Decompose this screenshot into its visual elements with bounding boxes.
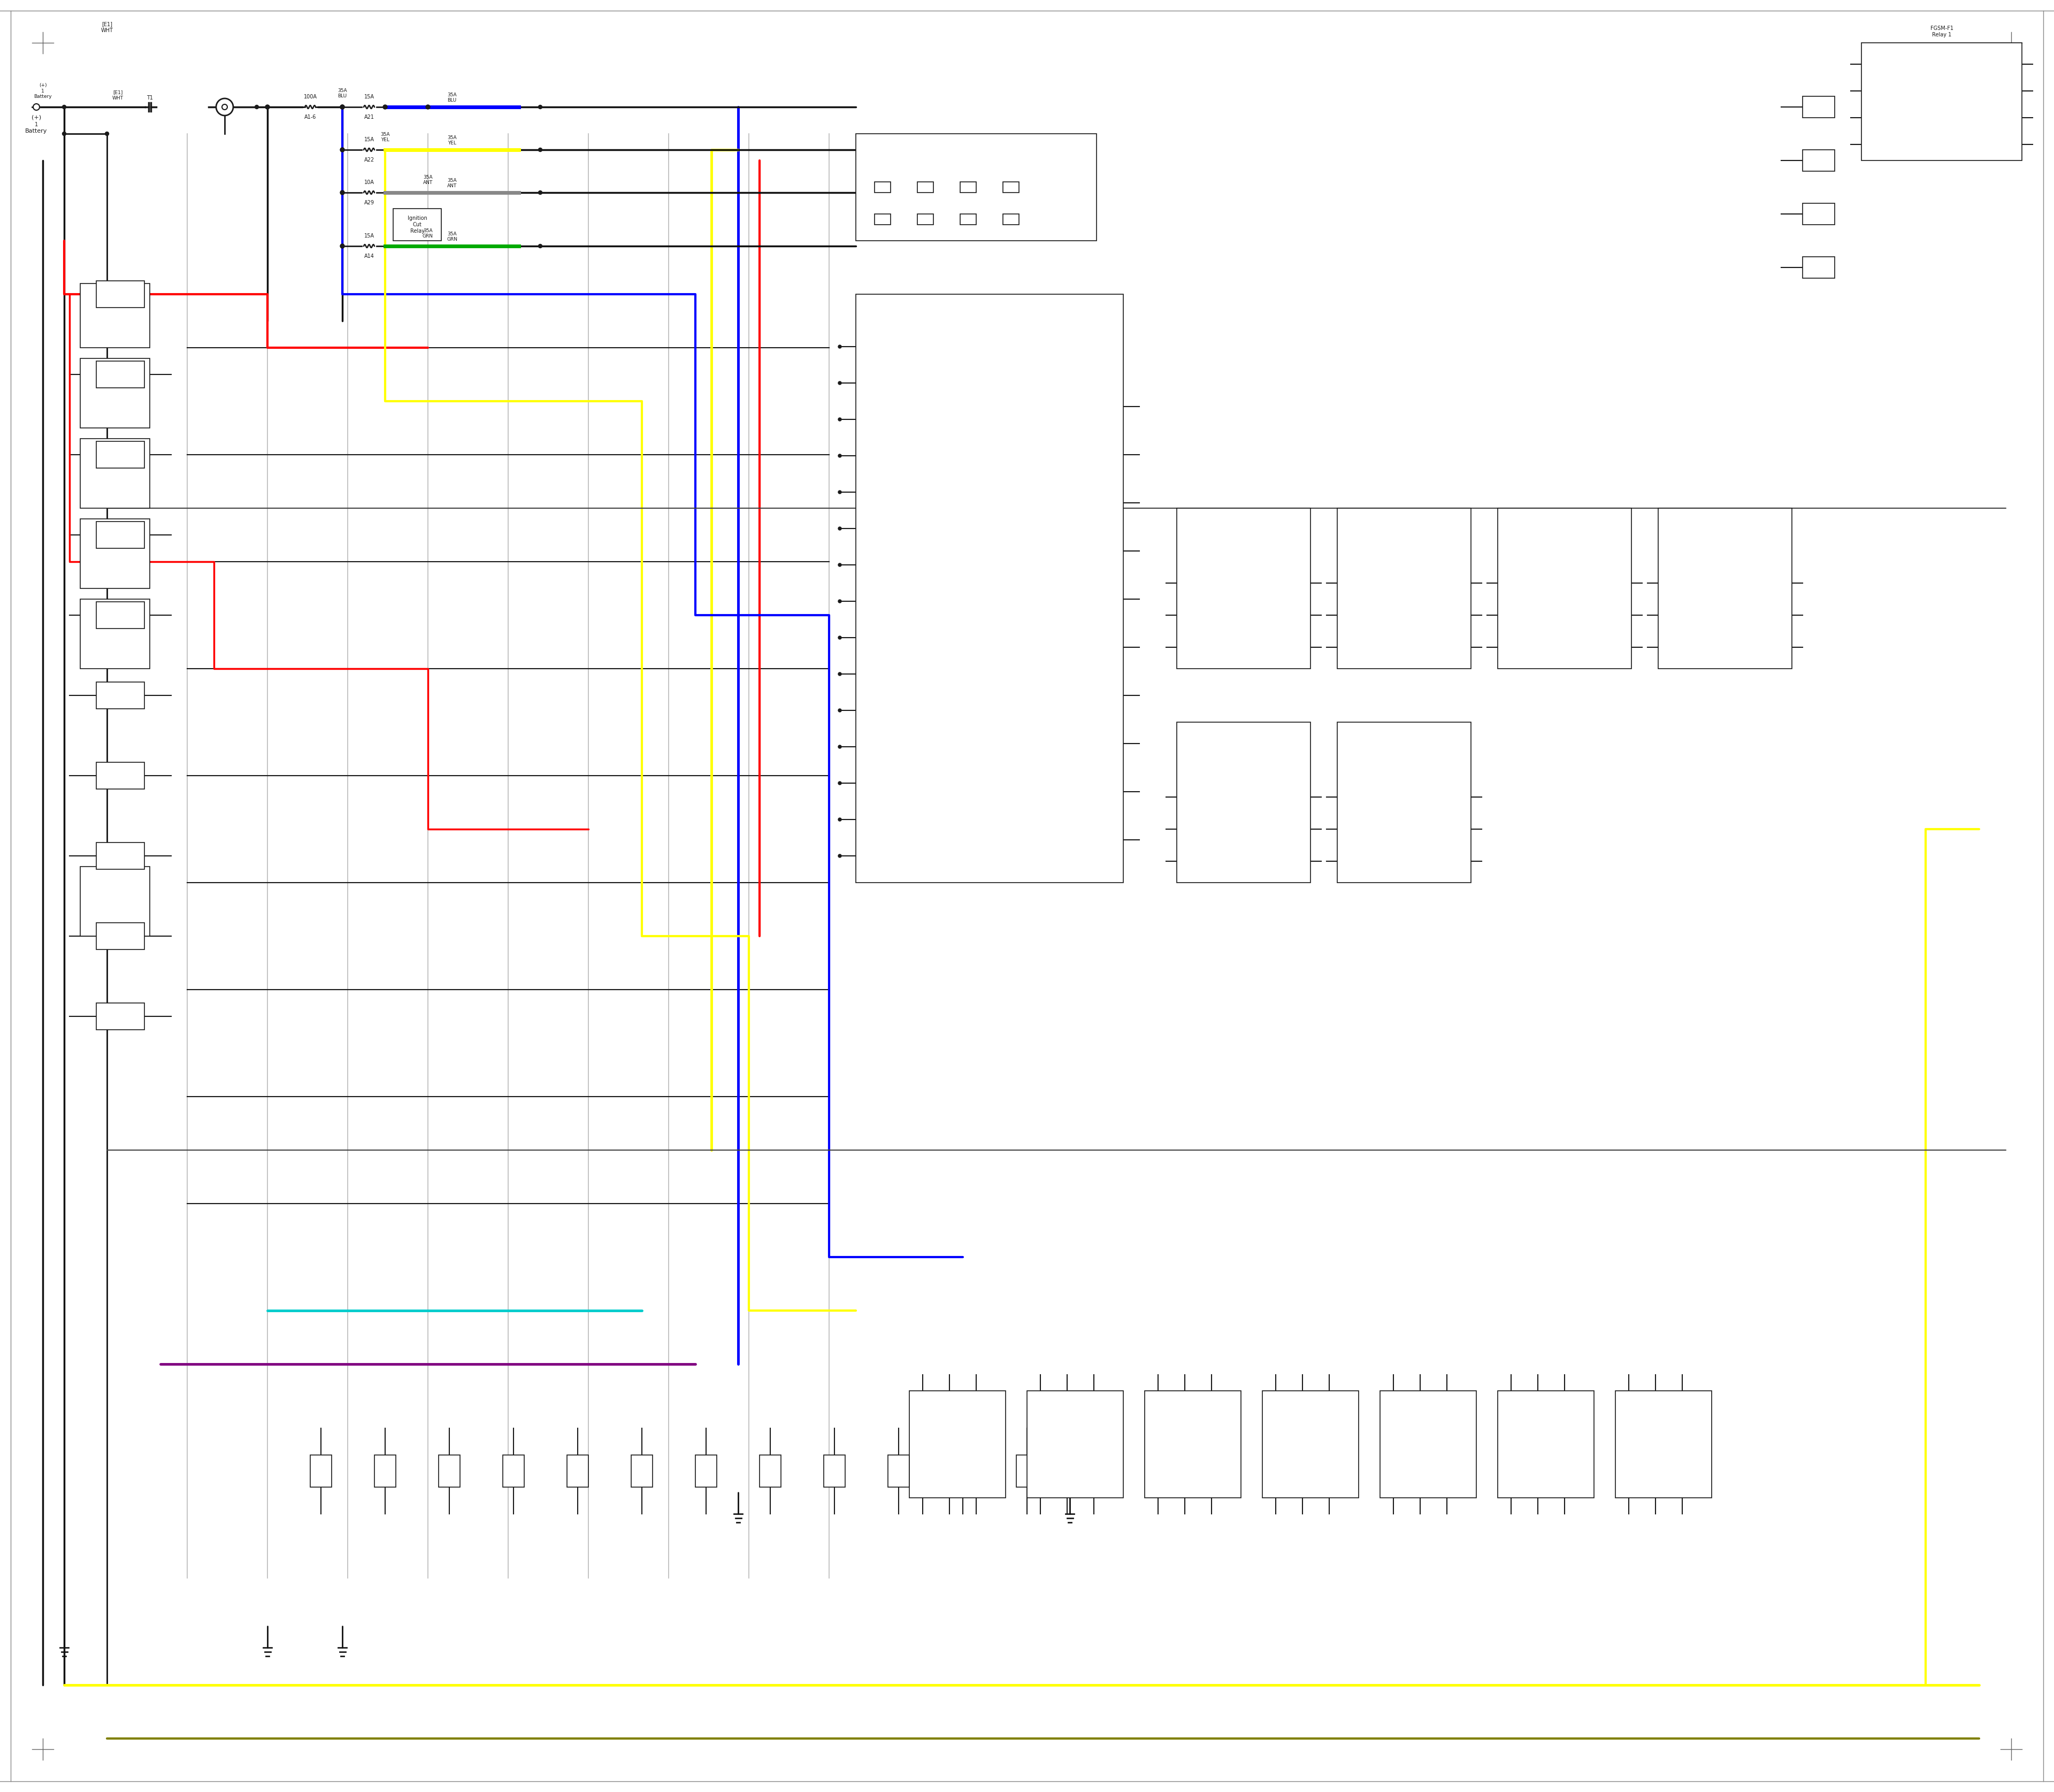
- Circle shape: [838, 745, 842, 749]
- Bar: [310, 1455, 331, 1487]
- Circle shape: [838, 781, 842, 785]
- Text: 35A
BLU: 35A BLU: [448, 93, 456, 102]
- Text: 35A
YEL: 35A YEL: [380, 133, 390, 142]
- Circle shape: [838, 491, 842, 495]
- Bar: [887, 1455, 910, 1487]
- Circle shape: [838, 527, 842, 530]
- Bar: [1017, 1455, 1037, 1487]
- Circle shape: [265, 106, 269, 109]
- Circle shape: [341, 244, 345, 247]
- Bar: [97, 842, 144, 869]
- Circle shape: [838, 672, 842, 676]
- Text: A22: A22: [364, 158, 374, 163]
- Bar: [1803, 97, 1834, 118]
- Bar: [97, 521, 144, 548]
- Circle shape: [222, 104, 228, 109]
- Bar: [1002, 213, 1019, 224]
- Bar: [80, 867, 150, 935]
- Text: 35A
ANT: 35A ANT: [423, 174, 433, 185]
- Circle shape: [255, 106, 259, 109]
- Bar: [1861, 43, 2021, 161]
- Text: 15A: 15A: [364, 136, 374, 142]
- Circle shape: [341, 106, 345, 109]
- Bar: [80, 439, 150, 509]
- Bar: [1497, 1391, 1594, 1498]
- Circle shape: [838, 855, 842, 858]
- Bar: [1803, 202, 1834, 224]
- Bar: [97, 923, 144, 950]
- Bar: [97, 602, 144, 629]
- Text: 1: 1: [35, 122, 39, 127]
- Text: T1: T1: [146, 95, 152, 100]
- Text: [E1]
WHT: [E1] WHT: [113, 90, 123, 100]
- Bar: [80, 358, 150, 428]
- Circle shape: [838, 817, 842, 821]
- Text: 15A: 15A: [364, 95, 374, 100]
- Circle shape: [838, 453, 842, 457]
- Circle shape: [341, 190, 345, 195]
- Bar: [760, 1455, 781, 1487]
- Bar: [959, 213, 976, 224]
- Bar: [1027, 1391, 1124, 1498]
- Circle shape: [838, 636, 842, 640]
- Text: Ignition
Cut
Relay: Ignition Cut Relay: [407, 215, 427, 233]
- Circle shape: [382, 106, 388, 109]
- Circle shape: [538, 149, 542, 152]
- Bar: [97, 762, 144, 788]
- Circle shape: [838, 600, 842, 602]
- Bar: [696, 1455, 717, 1487]
- Bar: [97, 441, 144, 468]
- Bar: [918, 181, 933, 192]
- Bar: [440, 1455, 460, 1487]
- Circle shape: [341, 147, 345, 152]
- Text: 35A
YEL: 35A YEL: [448, 134, 456, 145]
- Bar: [374, 1455, 396, 1487]
- Circle shape: [838, 563, 842, 566]
- Bar: [1497, 509, 1631, 668]
- Circle shape: [62, 106, 66, 109]
- Circle shape: [341, 149, 345, 152]
- Circle shape: [838, 710, 842, 711]
- Bar: [80, 599, 150, 668]
- Circle shape: [341, 190, 345, 195]
- Bar: [875, 181, 891, 192]
- Circle shape: [838, 382, 842, 385]
- Bar: [857, 294, 1124, 883]
- Circle shape: [341, 106, 345, 109]
- Text: A14: A14: [364, 253, 374, 258]
- Text: 35A
GRN: 35A GRN: [423, 228, 433, 238]
- Bar: [1337, 509, 1471, 668]
- Circle shape: [341, 244, 345, 249]
- Circle shape: [62, 133, 66, 136]
- Text: (+)
1
Battery: (+) 1 Battery: [33, 82, 51, 99]
- Circle shape: [341, 106, 345, 109]
- Circle shape: [216, 99, 234, 115]
- Text: A29: A29: [364, 201, 374, 206]
- Bar: [80, 520, 150, 588]
- Bar: [910, 1391, 1006, 1498]
- Text: 15A: 15A: [364, 233, 374, 238]
- Text: FGSM-F1
Relay 1: FGSM-F1 Relay 1: [1931, 25, 1953, 38]
- Bar: [1177, 722, 1310, 883]
- Text: [E1]
WHT: [E1] WHT: [101, 22, 113, 32]
- Text: 100A: 100A: [304, 95, 316, 100]
- Text: (+): (+): [31, 115, 41, 120]
- Circle shape: [33, 104, 39, 109]
- Bar: [1803, 256, 1834, 278]
- Bar: [97, 360, 144, 387]
- Circle shape: [538, 190, 542, 195]
- Circle shape: [265, 106, 269, 109]
- Bar: [80, 283, 150, 348]
- Bar: [1002, 181, 1019, 192]
- Bar: [567, 1455, 587, 1487]
- Bar: [97, 1004, 144, 1030]
- Bar: [875, 213, 891, 224]
- Bar: [97, 281, 144, 308]
- Bar: [1263, 1391, 1358, 1498]
- Bar: [1658, 509, 1791, 668]
- Circle shape: [838, 346, 842, 348]
- Text: 10A: 10A: [364, 179, 374, 185]
- Bar: [1614, 1391, 1711, 1498]
- Bar: [503, 1455, 524, 1487]
- Text: A21: A21: [364, 115, 374, 120]
